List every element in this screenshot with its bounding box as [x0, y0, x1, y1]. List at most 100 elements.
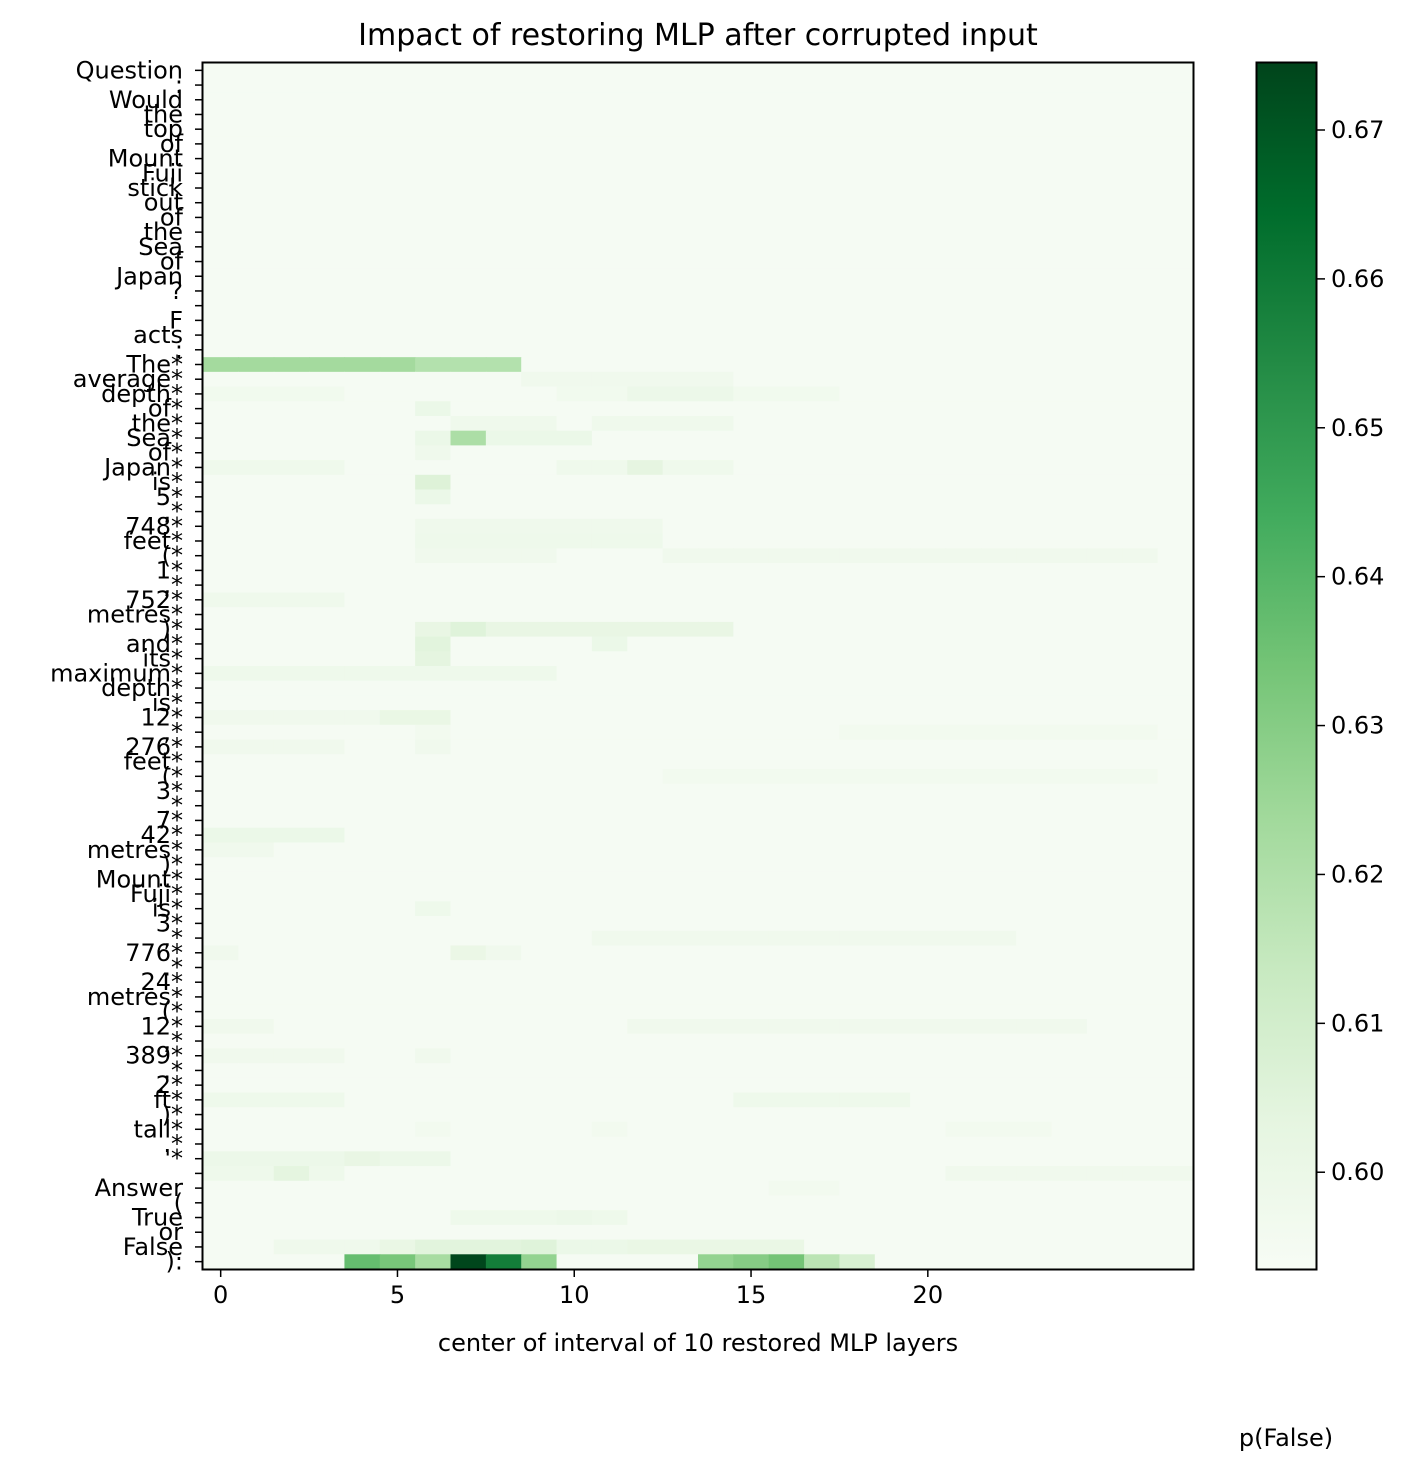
- heatmap-cell: [874, 974, 911, 991]
- heatmap-cell: [1122, 710, 1159, 726]
- heatmap-cell: [804, 1254, 841, 1270]
- chart-title: Impact of restoring MLP after corrupted …: [358, 18, 1038, 53]
- heatmap-cell: [1051, 1018, 1088, 1035]
- heatmap-cell: [804, 548, 841, 564]
- heatmap-cell: [344, 1121, 381, 1138]
- heatmap-cell: [839, 916, 876, 932]
- heatmap-cell: [698, 768, 734, 785]
- heatmap-cell: [980, 1210, 1017, 1226]
- heatmap-cell: [627, 1107, 664, 1123]
- heatmap-cell: [415, 886, 452, 902]
- heatmap-cell: [415, 1239, 452, 1255]
- heatmap-cell: [1086, 886, 1123, 902]
- y-tick-label: (: [174, 1189, 183, 1217]
- heatmap-cell: [203, 636, 239, 652]
- heatmap-cell: [804, 1210, 841, 1226]
- heatmap-cell: [1086, 283, 1123, 299]
- heatmap-cell: [662, 1018, 699, 1035]
- heatmap-cell: [591, 871, 628, 888]
- heatmap-cell: [485, 210, 522, 226]
- heatmap-cell: [1016, 813, 1053, 829]
- heatmap-cell: [1122, 180, 1159, 196]
- heatmap-cell: [556, 871, 593, 888]
- heatmap-cell: [203, 489, 239, 505]
- heatmap-cell: [980, 901, 1017, 917]
- heatmap-cell: [1016, 180, 1053, 196]
- heatmap-cell: [556, 504, 593, 520]
- heatmap-cell: [662, 989, 699, 1005]
- heatmap-cell: [662, 1107, 699, 1123]
- heatmap-cell: [945, 1136, 982, 1152]
- heatmap-cell: [1122, 1254, 1159, 1270]
- heatmap-cell: [698, 1151, 734, 1167]
- heatmap-cell: [521, 518, 558, 535]
- heatmap-cell: [203, 533, 239, 549]
- heatmap-cell: [1051, 621, 1088, 638]
- heatmap-cell: [874, 195, 911, 211]
- heatmap-cell: [1016, 1239, 1053, 1255]
- heatmap-cell: [450, 298, 487, 314]
- plot-frame: [201, 61, 1195, 1271]
- heatmap-cell: [839, 945, 876, 961]
- heatmap-cell: [910, 871, 947, 888]
- heatmap-cell: [662, 445, 699, 461]
- heatmap-cell: [733, 1136, 770, 1152]
- heatmap-cell: [662, 916, 699, 932]
- heatmap-cell: [273, 651, 310, 667]
- heatmap-cell: [945, 298, 982, 314]
- heatmap-cell: [910, 342, 947, 358]
- y-tick-label: is*: [152, 689, 183, 717]
- heatmap-cell: [415, 445, 452, 461]
- heatmap-cell: [945, 460, 982, 476]
- heatmap-cell: [768, 1121, 805, 1138]
- heatmap-cell: [521, 739, 558, 755]
- heatmap-cell: [1051, 1210, 1088, 1226]
- heatmap-cell: [945, 1254, 982, 1270]
- heatmap-cell: [591, 254, 628, 270]
- heatmap-cell: [238, 63, 275, 79]
- heatmap-cell: [1086, 739, 1123, 755]
- heatmap-cell: [839, 107, 876, 123]
- heatmap-cell: [910, 768, 947, 785]
- heatmap-cell: [1122, 489, 1159, 505]
- heatmap-cell: [309, 489, 346, 505]
- heatmap-cell: [1086, 1092, 1123, 1108]
- heatmap-cell: [1016, 783, 1053, 799]
- heatmap-cell: [1051, 136, 1088, 152]
- heatmap-cell: [415, 666, 452, 682]
- heatmap-cell: [415, 577, 452, 594]
- heatmap-cell: [839, 77, 876, 94]
- heatmap-cell: [485, 224, 522, 241]
- heatmap-cell: [415, 1210, 452, 1226]
- heatmap-cell: [273, 415, 310, 432]
- heatmap-cell: [768, 621, 805, 638]
- heatmap-cell: [804, 813, 841, 829]
- heatmap-cell: [662, 651, 699, 667]
- heatmap-cell: [980, 768, 1017, 785]
- heatmap-cell: [273, 827, 310, 844]
- heatmap-cell: [1086, 401, 1123, 417]
- heatmap-cell: [839, 445, 876, 461]
- heatmap-cell: [203, 1136, 239, 1152]
- heatmap-cell: [945, 607, 982, 623]
- heatmap-cell: [627, 768, 664, 785]
- heatmap-cell: [662, 1210, 699, 1226]
- heatmap-cell: [415, 1180, 452, 1197]
- heatmap-cell: [238, 666, 275, 682]
- heatmap-cell: [238, 224, 275, 241]
- heatmap-cell: [733, 357, 770, 373]
- heatmap-cell: [1157, 415, 1194, 432]
- heatmap-cell: [591, 474, 628, 491]
- heatmap-cell: [1122, 239, 1159, 255]
- heatmap-cell: [804, 1195, 841, 1211]
- heatmap-cell: [945, 989, 982, 1005]
- heatmap-cell: [1086, 224, 1123, 241]
- heatmap-cell: [627, 533, 664, 549]
- heatmap-cell: [344, 1004, 381, 1020]
- heatmap-cell: [804, 1092, 841, 1108]
- heatmap-cell: [1122, 916, 1159, 932]
- heatmap-cell: [203, 1210, 239, 1226]
- heatmap-cell: [733, 930, 770, 947]
- heatmap-cell: [485, 636, 522, 652]
- heatmap-cell: [768, 504, 805, 520]
